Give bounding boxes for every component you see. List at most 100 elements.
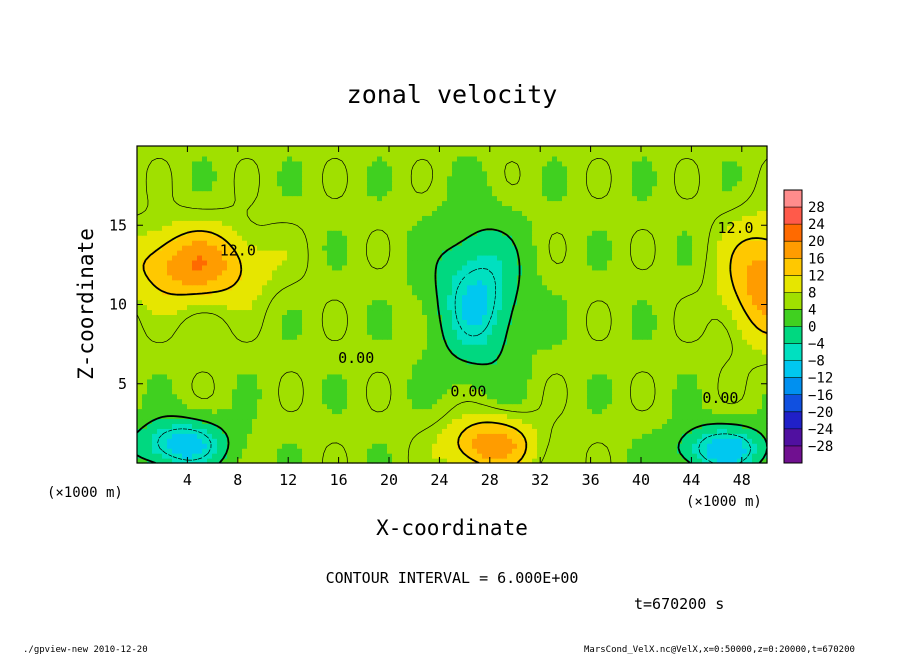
field-cell (242, 388, 248, 395)
field-cell (387, 289, 393, 296)
field-cell (457, 388, 463, 395)
field-cell (162, 319, 168, 325)
field-cell (137, 458, 143, 464)
field-cell (157, 428, 163, 434)
field-cell (662, 289, 668, 296)
field-cell (327, 264, 333, 271)
field-cell (597, 289, 603, 296)
field-cell (482, 408, 488, 415)
field-cell (747, 274, 753, 281)
field-cell (227, 358, 233, 365)
field-cell (332, 443, 338, 449)
field-cell (407, 373, 413, 380)
field-cell (282, 284, 288, 291)
field-cell (197, 383, 203, 390)
field-cell (397, 378, 403, 385)
field-cell (302, 453, 308, 459)
field-cell (502, 349, 508, 355)
field-cell (232, 319, 238, 325)
field-cell (497, 398, 503, 405)
field-cell (492, 344, 498, 350)
field-cell (637, 334, 643, 340)
field-cell (407, 324, 413, 330)
field-cell (502, 428, 508, 434)
field-cell (257, 438, 263, 444)
field-cell (517, 329, 523, 335)
field-cell (217, 443, 223, 449)
field-cell (577, 433, 583, 439)
field-cell (197, 339, 203, 345)
field-cell (732, 428, 738, 434)
field-cell (167, 388, 173, 395)
field-cell (237, 264, 243, 271)
field-cell (277, 408, 283, 415)
field-cell (322, 319, 328, 325)
field-cell (637, 309, 643, 315)
field-cell (532, 443, 538, 449)
field-cell (637, 453, 643, 459)
field-cell (642, 458, 648, 464)
field-cell (367, 269, 373, 276)
field-cell (677, 279, 683, 286)
field-cell (507, 314, 513, 320)
field-cell (467, 324, 473, 330)
field-cell (527, 294, 533, 301)
field-cell (282, 264, 288, 271)
field-cell (742, 334, 748, 340)
field-cell (752, 368, 758, 375)
field-cell (542, 373, 548, 380)
field-cell (672, 279, 678, 286)
field-cell (667, 363, 673, 370)
field-cell (492, 349, 498, 355)
field-cell (647, 324, 653, 330)
field-cell (757, 354, 763, 360)
field-cell (707, 344, 713, 350)
field-cell (417, 448, 423, 454)
field-cell (547, 289, 553, 296)
field-cell (742, 324, 748, 330)
field-cell (547, 294, 553, 301)
field-cell (572, 373, 578, 380)
field-cell (197, 329, 203, 335)
field-cell (202, 299, 208, 306)
field-cell (552, 443, 558, 449)
field-cell (747, 438, 753, 444)
field-cell (137, 274, 143, 281)
field-cell (662, 329, 668, 335)
field-cell (427, 354, 433, 360)
field-cell (597, 329, 603, 335)
field-cell (462, 393, 468, 400)
field-cell (577, 393, 583, 400)
field-cell (592, 294, 598, 301)
field-cell (582, 438, 588, 444)
field-cell (432, 299, 438, 306)
field-cell (412, 284, 418, 291)
field-cell (762, 448, 768, 454)
field-cell (452, 269, 458, 276)
field-cell (537, 279, 543, 286)
field-cell (447, 319, 453, 325)
field-cell (322, 354, 328, 360)
field-cell (297, 294, 303, 301)
field-cell (397, 418, 403, 424)
field-cell (617, 408, 623, 415)
field-cell (487, 383, 493, 390)
field-cell (732, 363, 738, 370)
field-cell (747, 413, 753, 420)
field-cell (592, 423, 598, 429)
field-cell (727, 433, 733, 439)
field-cell (217, 299, 223, 306)
field-cell (462, 448, 468, 454)
field-cell (557, 363, 563, 370)
field-cell (752, 344, 758, 350)
field-cell (597, 438, 603, 444)
field-cell (732, 458, 738, 464)
field-cell (432, 329, 438, 335)
field-cell (752, 398, 758, 405)
field-cell (572, 319, 578, 325)
field-cell (552, 344, 558, 350)
field-cell (522, 264, 528, 271)
field-cell (342, 398, 348, 405)
field-cell (692, 309, 698, 315)
field-cell (617, 373, 623, 380)
